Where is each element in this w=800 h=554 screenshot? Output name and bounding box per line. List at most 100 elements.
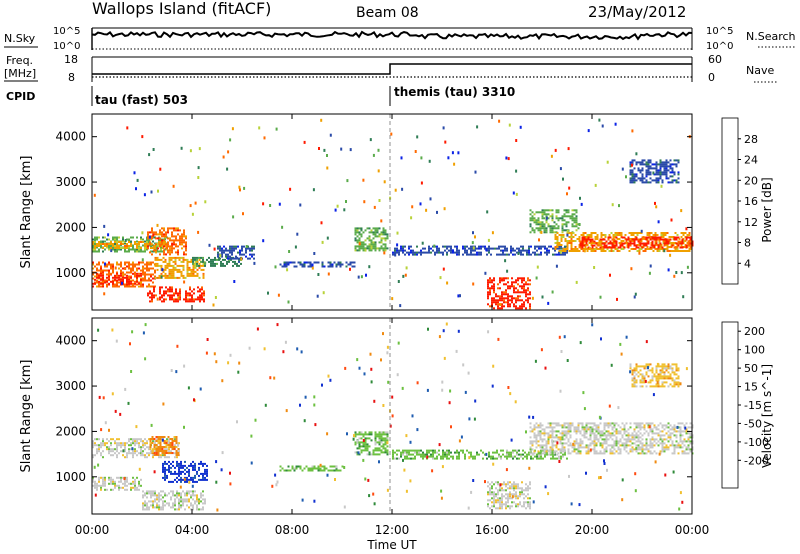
power-cell — [196, 268, 199, 271]
power-cell — [649, 173, 652, 176]
velocity-cell — [374, 431, 377, 434]
power-cell — [144, 267, 146, 270]
power-cell — [600, 250, 603, 252]
power-cell — [114, 283, 116, 286]
velocity-cell — [633, 422, 636, 425]
velocity-cell — [509, 487, 511, 490]
power-cell — [108, 238, 110, 241]
power-cell — [567, 209, 570, 212]
power-cell — [533, 221, 536, 224]
power-cell — [635, 163, 638, 166]
velocity-cell — [637, 436, 640, 439]
power-cell — [596, 234, 599, 236]
power-cell — [673, 274, 676, 278]
power-cell — [641, 161, 644, 164]
power-colorbar-tick-label: 4 — [744, 257, 751, 270]
velocity-cell — [555, 450, 558, 453]
power-cell — [118, 247, 120, 249]
power-cell — [136, 267, 138, 270]
velocity-cell — [406, 457, 408, 460]
power-cell — [615, 240, 618, 243]
velocity-cell — [151, 442, 154, 444]
power-cell — [631, 163, 633, 167]
power-cell — [497, 299, 499, 302]
power-cell — [144, 243, 146, 245]
power-cell — [179, 243, 181, 246]
power-cell — [339, 263, 342, 266]
power-cell — [110, 263, 112, 266]
power-cell — [545, 213, 548, 216]
nave-right-label: Nave — [746, 64, 774, 77]
velocity-cell — [561, 426, 564, 429]
power-cell — [590, 232, 593, 234]
power-cell — [667, 181, 670, 184]
power-cell — [564, 248, 567, 250]
velocity-cell — [206, 468, 208, 471]
velocity-cell — [380, 451, 383, 454]
velocity-cell — [625, 442, 628, 445]
power-cell — [601, 242, 604, 245]
power-cell — [100, 282, 102, 285]
velocity-cell — [550, 453, 552, 456]
power-cell — [636, 234, 639, 236]
power-cell — [499, 277, 501, 280]
velocity-cell — [537, 432, 540, 435]
power-cell — [370, 239, 373, 242]
velocity-cell — [175, 452, 178, 454]
velocity-cell — [505, 483, 507, 486]
power-cell — [579, 242, 582, 245]
velocity-cell — [500, 455, 502, 458]
power-cell — [136, 236, 138, 239]
power-cell — [102, 280, 104, 283]
power-cell — [189, 298, 191, 301]
velocity-cell — [372, 451, 375, 454]
power-cell — [210, 264, 212, 267]
power-cell — [599, 295, 602, 299]
power-cell — [525, 307, 527, 310]
velocity-cell — [358, 433, 361, 436]
power-cell — [495, 293, 497, 296]
velocity-cell — [159, 446, 162, 448]
velocity-cell — [130, 442, 132, 445]
velocity-cell — [613, 430, 616, 433]
velocity-cell — [532, 457, 534, 460]
power-cell — [655, 167, 658, 170]
power-cell — [506, 269, 509, 273]
power-cell — [513, 289, 515, 292]
velocity-cell — [519, 487, 521, 490]
power-cell — [229, 249, 231, 252]
velocity-cell — [559, 450, 562, 453]
power-cell — [163, 245, 165, 248]
power-cell — [307, 265, 310, 268]
velocity-cell — [138, 480, 140, 483]
power-cell — [637, 161, 640, 164]
power-cell — [689, 236, 692, 239]
velocity-cell — [378, 449, 381, 452]
velocity-cell — [168, 442, 170, 445]
velocity-cell — [593, 444, 596, 447]
power-cell — [356, 227, 359, 230]
power-cell — [464, 251, 466, 254]
velocity-cell — [161, 448, 164, 450]
power-cell — [146, 269, 148, 272]
power-cell — [651, 163, 654, 166]
velocity-cell — [366, 449, 369, 452]
power-cell — [374, 249, 377, 252]
velocity-cell — [180, 472, 182, 475]
velocity-cell — [175, 440, 178, 442]
velocity-cell — [543, 428, 546, 431]
velocity-cell — [555, 422, 558, 425]
velocity-cell — [495, 501, 497, 504]
velocity-cell — [657, 444, 660, 447]
power-cell — [159, 286, 161, 289]
velocity-cell — [536, 455, 538, 458]
power-cell — [116, 274, 118, 277]
power-cell — [221, 247, 223, 250]
power-cell — [149, 241, 151, 244]
power-cell — [581, 240, 584, 243]
power-cell — [198, 262, 201, 265]
power-cell — [120, 272, 122, 275]
velocity-cell — [420, 453, 422, 456]
power-cell — [543, 223, 546, 226]
power-cell — [574, 234, 577, 236]
